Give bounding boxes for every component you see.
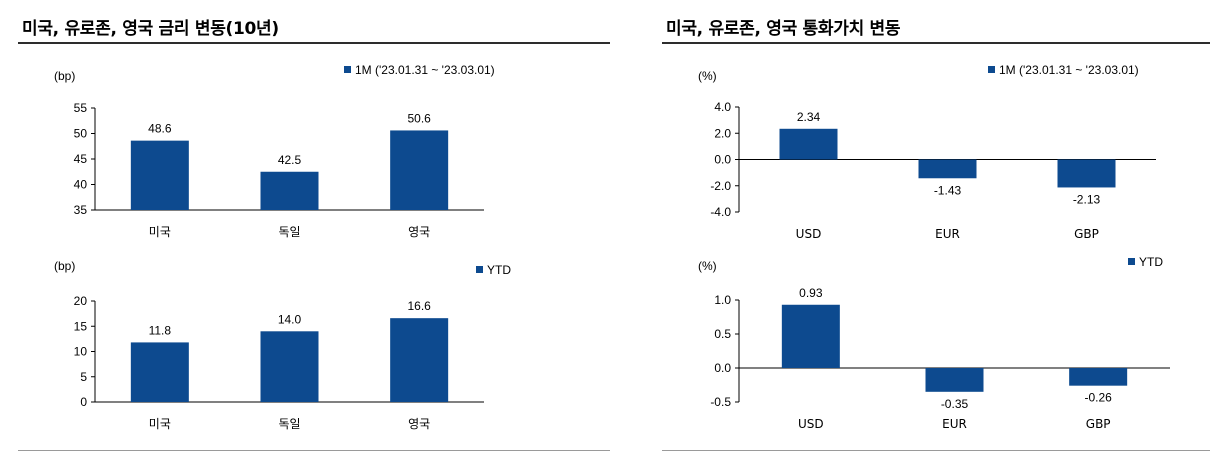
data-label: -2.13: [1073, 192, 1101, 206]
x-tick-label: 미국: [149, 417, 171, 431]
fx-panel-bottom-rule: [662, 450, 1210, 451]
fx-panel-title: 미국, 유로존, 영국 통화가치 변동: [666, 19, 901, 39]
x-tick-label: 독일: [278, 225, 300, 239]
y-tick-label: 10: [74, 345, 88, 359]
bar: [260, 171, 319, 210]
data-label: 48.6: [148, 122, 172, 136]
y-tick-label: -4.0: [710, 205, 731, 219]
rates-panel-bottom-rule: [18, 450, 610, 451]
rates-panel: 미국, 유로존, 영국 금리 변동(10년) (bp) 1M ('23.01.31…: [18, 0, 610, 454]
bar: [130, 140, 189, 210]
x-tick-label: GBP: [1074, 227, 1099, 241]
unit-label: (%): [698, 259, 717, 273]
y-tick-label: 40: [74, 178, 88, 192]
y-tick-label: 0.0: [714, 153, 731, 167]
legend-swatch: [1128, 258, 1135, 265]
x-tick-label: EUR: [935, 227, 960, 241]
y-tick-label: 4.0: [714, 100, 731, 114]
fx-panel: 미국, 유로존, 영국 통화가치 변동 (%) 1M ('23.01.31 ~ '…: [662, 0, 1210, 454]
legend-label: 1M ('23.01.31 ~ '23.03.01): [999, 63, 1139, 77]
y-tick-label: 35: [74, 203, 88, 217]
unit-label: (bp): [54, 259, 75, 273]
data-label: 16.6: [407, 299, 431, 313]
x-tick-label: 영국: [408, 417, 430, 431]
y-tick-label: 0.5: [714, 327, 731, 341]
bar: [779, 128, 838, 160]
data-label: 42.5: [278, 153, 302, 167]
legend-swatch: [988, 66, 995, 73]
legend-label: 1M ('23.01.31 ~ '23.03.01): [355, 63, 495, 77]
data-label: 14.0: [278, 312, 302, 326]
bar: [1057, 159, 1116, 188]
y-tick-label: 0: [80, 395, 87, 409]
x-tick-label: USD: [798, 417, 824, 431]
data-label: -0.35: [941, 397, 969, 411]
y-tick-label: 5: [80, 370, 87, 384]
y-tick-label: -0.5: [710, 395, 731, 409]
y-tick-label: -2.0: [710, 179, 731, 193]
legend-swatch: [344, 66, 351, 73]
bar: [260, 331, 319, 402]
x-tick-label: 독일: [278, 417, 300, 431]
y-tick-label: 0.0: [714, 361, 731, 375]
bar: [130, 342, 189, 402]
y-tick-label: 15: [74, 319, 88, 333]
rates-panel-title: 미국, 유로존, 영국 금리 변동(10년): [22, 19, 279, 39]
data-label: 50.6: [407, 111, 431, 125]
x-tick-label: 영국: [408, 225, 430, 239]
legend-swatch: [476, 266, 483, 273]
bar: [390, 130, 449, 210]
data-label: 0.93: [799, 286, 823, 300]
bar: [781, 304, 840, 368]
y-tick-label: 50: [74, 127, 88, 141]
x-tick-label: 미국: [149, 225, 171, 239]
bar: [918, 159, 977, 179]
unit-label: (%): [698, 69, 717, 83]
data-label: 2.34: [797, 110, 821, 124]
data-label: -0.26: [1084, 391, 1112, 405]
unit-label: (bp): [54, 69, 75, 83]
fx-panel-top-rule: [662, 42, 1210, 44]
x-tick-label: USD: [796, 227, 822, 241]
rates-ytd-chart: (bp) YTD 0 5 10 15 20 11.8 미국 14.0 독일 16.6 영국: [54, 259, 511, 431]
rates-1m-chart: (bp) 1M ('23.01.31 ~ '23.03.01) 35 40 45 50 55…: [54, 63, 495, 239]
bar: [390, 318, 449, 402]
rates-panel-top-rule: [18, 42, 610, 44]
legend-label: YTD: [1139, 255, 1163, 269]
y-tick-label: 1.0: [714, 293, 731, 307]
bar: [925, 368, 984, 392]
fx-ytd-chart: (%) YTD -0.5 0.0 0.5 1.0 0.93 USD -0.35 EUR -0.26 G…: [698, 255, 1170, 431]
data-label: 11.8: [149, 323, 172, 337]
bar: [1069, 368, 1128, 386]
x-tick-label: GBP: [1086, 417, 1111, 431]
y-tick-label: 20: [74, 294, 88, 308]
y-tick-label: 45: [74, 152, 88, 166]
data-label: -1.43: [934, 183, 962, 197]
x-tick-label: EUR: [942, 417, 967, 431]
y-tick-label: 2.0: [714, 126, 731, 140]
legend-label: YTD: [487, 263, 511, 277]
fx-1m-chart: (%) 1M ('23.01.31 ~ '23.03.01) -4.0 -2.0 0.0…: [698, 63, 1156, 241]
y-tick-label: 55: [74, 101, 88, 115]
